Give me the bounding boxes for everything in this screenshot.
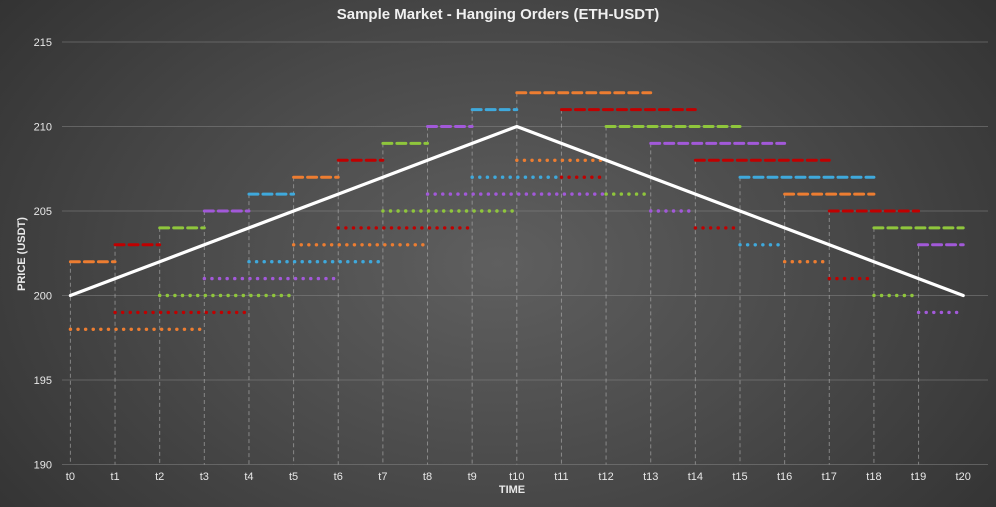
- svg-text:t15: t15: [732, 471, 747, 483]
- svg-text:205: 205: [34, 206, 52, 218]
- svg-text:190: 190: [34, 460, 52, 472]
- svg-text:t6: t6: [334, 471, 343, 483]
- svg-text:t19: t19: [911, 471, 926, 483]
- svg-text:t3: t3: [200, 471, 209, 483]
- svg-text:t9: t9: [468, 471, 477, 483]
- svg-text:t5: t5: [289, 471, 298, 483]
- svg-text:t14: t14: [688, 471, 703, 483]
- svg-text:t10: t10: [509, 471, 524, 483]
- svg-text:t2: t2: [155, 471, 164, 483]
- svg-text:210: 210: [34, 122, 52, 134]
- svg-text:t17: t17: [822, 471, 837, 483]
- svg-text:t1: t1: [110, 471, 119, 483]
- svg-text:200: 200: [34, 291, 52, 303]
- svg-text:t0: t0: [66, 471, 75, 483]
- svg-text:t20: t20: [956, 471, 971, 483]
- svg-text:t18: t18: [866, 471, 881, 483]
- svg-text:t4: t4: [244, 471, 253, 483]
- svg-text:t12: t12: [598, 471, 613, 483]
- svg-text:215: 215: [34, 37, 52, 49]
- svg-text:195: 195: [34, 375, 52, 387]
- svg-text:t11: t11: [554, 471, 568, 483]
- svg-text:t16: t16: [777, 471, 792, 483]
- svg-text:t13: t13: [643, 471, 658, 483]
- svg-text:t7: t7: [378, 471, 387, 483]
- svg-text:t8: t8: [423, 471, 432, 483]
